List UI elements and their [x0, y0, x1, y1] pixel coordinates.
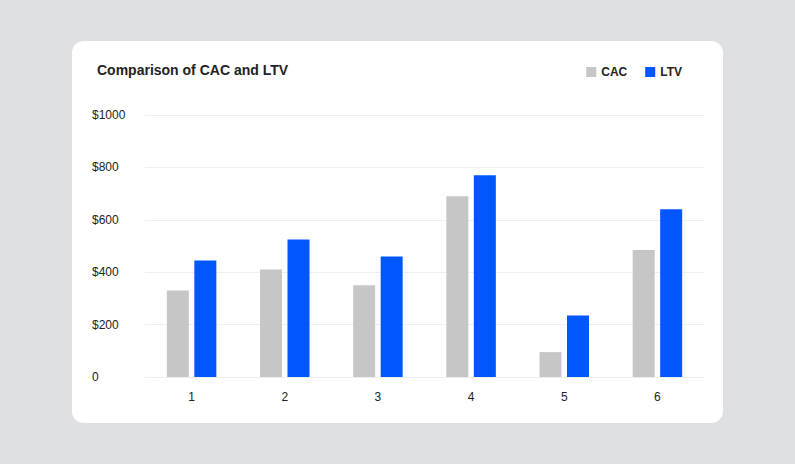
svg-text:0: 0 — [92, 370, 99, 384]
svg-text:$1000: $1000 — [92, 108, 126, 122]
svg-text:$400: $400 — [92, 265, 119, 279]
svg-text:4: 4 — [468, 390, 475, 404]
svg-text:2: 2 — [281, 390, 288, 404]
svg-text:3: 3 — [375, 390, 382, 404]
svg-text:LTV: LTV — [660, 65, 682, 79]
svg-text:6: 6 — [654, 390, 661, 404]
svg-text:$200: $200 — [92, 318, 119, 332]
svg-text:5: 5 — [561, 390, 568, 404]
svg-text:$600: $600 — [92, 213, 119, 227]
svg-text:Comparison of CAC and LTV: Comparison of CAC and LTV — [97, 62, 289, 78]
svg-text:CAC: CAC — [601, 65, 627, 79]
svg-text:1: 1 — [188, 390, 195, 404]
svg-text:$800: $800 — [92, 160, 119, 174]
